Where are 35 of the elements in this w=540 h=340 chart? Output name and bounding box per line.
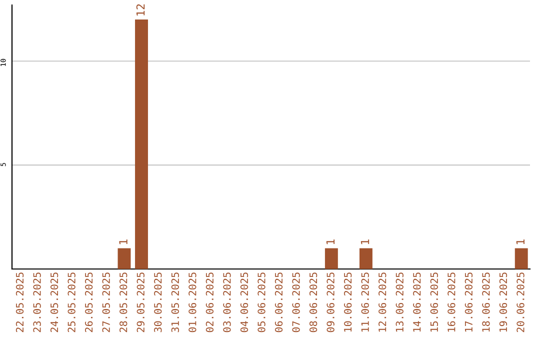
x-tick-label: 10.06.2025 bbox=[344, 272, 352, 332]
data-label: 1 bbox=[326, 240, 335, 244]
x-tick-label: 19.06.2025 bbox=[499, 272, 508, 332]
x-tick-label: 28.05.2025 bbox=[120, 272, 128, 332]
x-tick-label: 30.05.2025 bbox=[154, 272, 162, 332]
data-label: 1 bbox=[360, 240, 370, 244]
x-tick-label: 23.05.2025 bbox=[33, 272, 41, 332]
x-tick-label: 07.06.2025 bbox=[292, 272, 300, 332]
x-tick-label: 14.06.2025 bbox=[413, 272, 421, 332]
x-tick-label: 24.05.2025 bbox=[50, 272, 58, 332]
x-tick-label: 09.06.2025 bbox=[326, 272, 334, 332]
x-tick-label: 17.06.2025 bbox=[464, 272, 473, 332]
x-tick-label: 04.06.2025 bbox=[240, 272, 248, 332]
x-tick-label: 18.06.2025 bbox=[482, 272, 490, 332]
x-tick-label: 27.05.2025 bbox=[102, 272, 110, 332]
x-tick-label: 01.06.2025 bbox=[188, 272, 196, 332]
x-tick-label: 25.05.2025 bbox=[68, 272, 76, 332]
data-label: 1 bbox=[516, 240, 524, 244]
x-tick-label: 15.06.2025 bbox=[430, 272, 438, 332]
x-tick-label: 02.06.2025 bbox=[206, 272, 214, 332]
data-label: 1 bbox=[119, 240, 128, 244]
x-tick-label: 16.06.2025 bbox=[448, 272, 456, 332]
x-tick-label: 11.06.2025 bbox=[361, 272, 369, 332]
x-tick-label: 31.05.2025 bbox=[171, 272, 179, 332]
x-tick-label: 13.06.2025 bbox=[396, 272, 404, 332]
x-tick-label: 26.05.2025 bbox=[85, 272, 93, 332]
x-tick-label: 08.06.2025 bbox=[309, 272, 318, 332]
x-tick-label: 03.06.2025 bbox=[223, 272, 231, 332]
data-label: 12 bbox=[136, 4, 145, 16]
x-tick-label: 12.06.2025 bbox=[378, 272, 386, 332]
x-tick-label: 22.05.2025 bbox=[16, 272, 24, 332]
x-tick-label: 05.06.2025 bbox=[258, 272, 266, 332]
x-tick-label: 06.06.2025 bbox=[274, 272, 283, 332]
x-tick-label: 20.06.2025 bbox=[516, 272, 524, 332]
x-tick-label: 29.05.2025 bbox=[136, 272, 144, 332]
